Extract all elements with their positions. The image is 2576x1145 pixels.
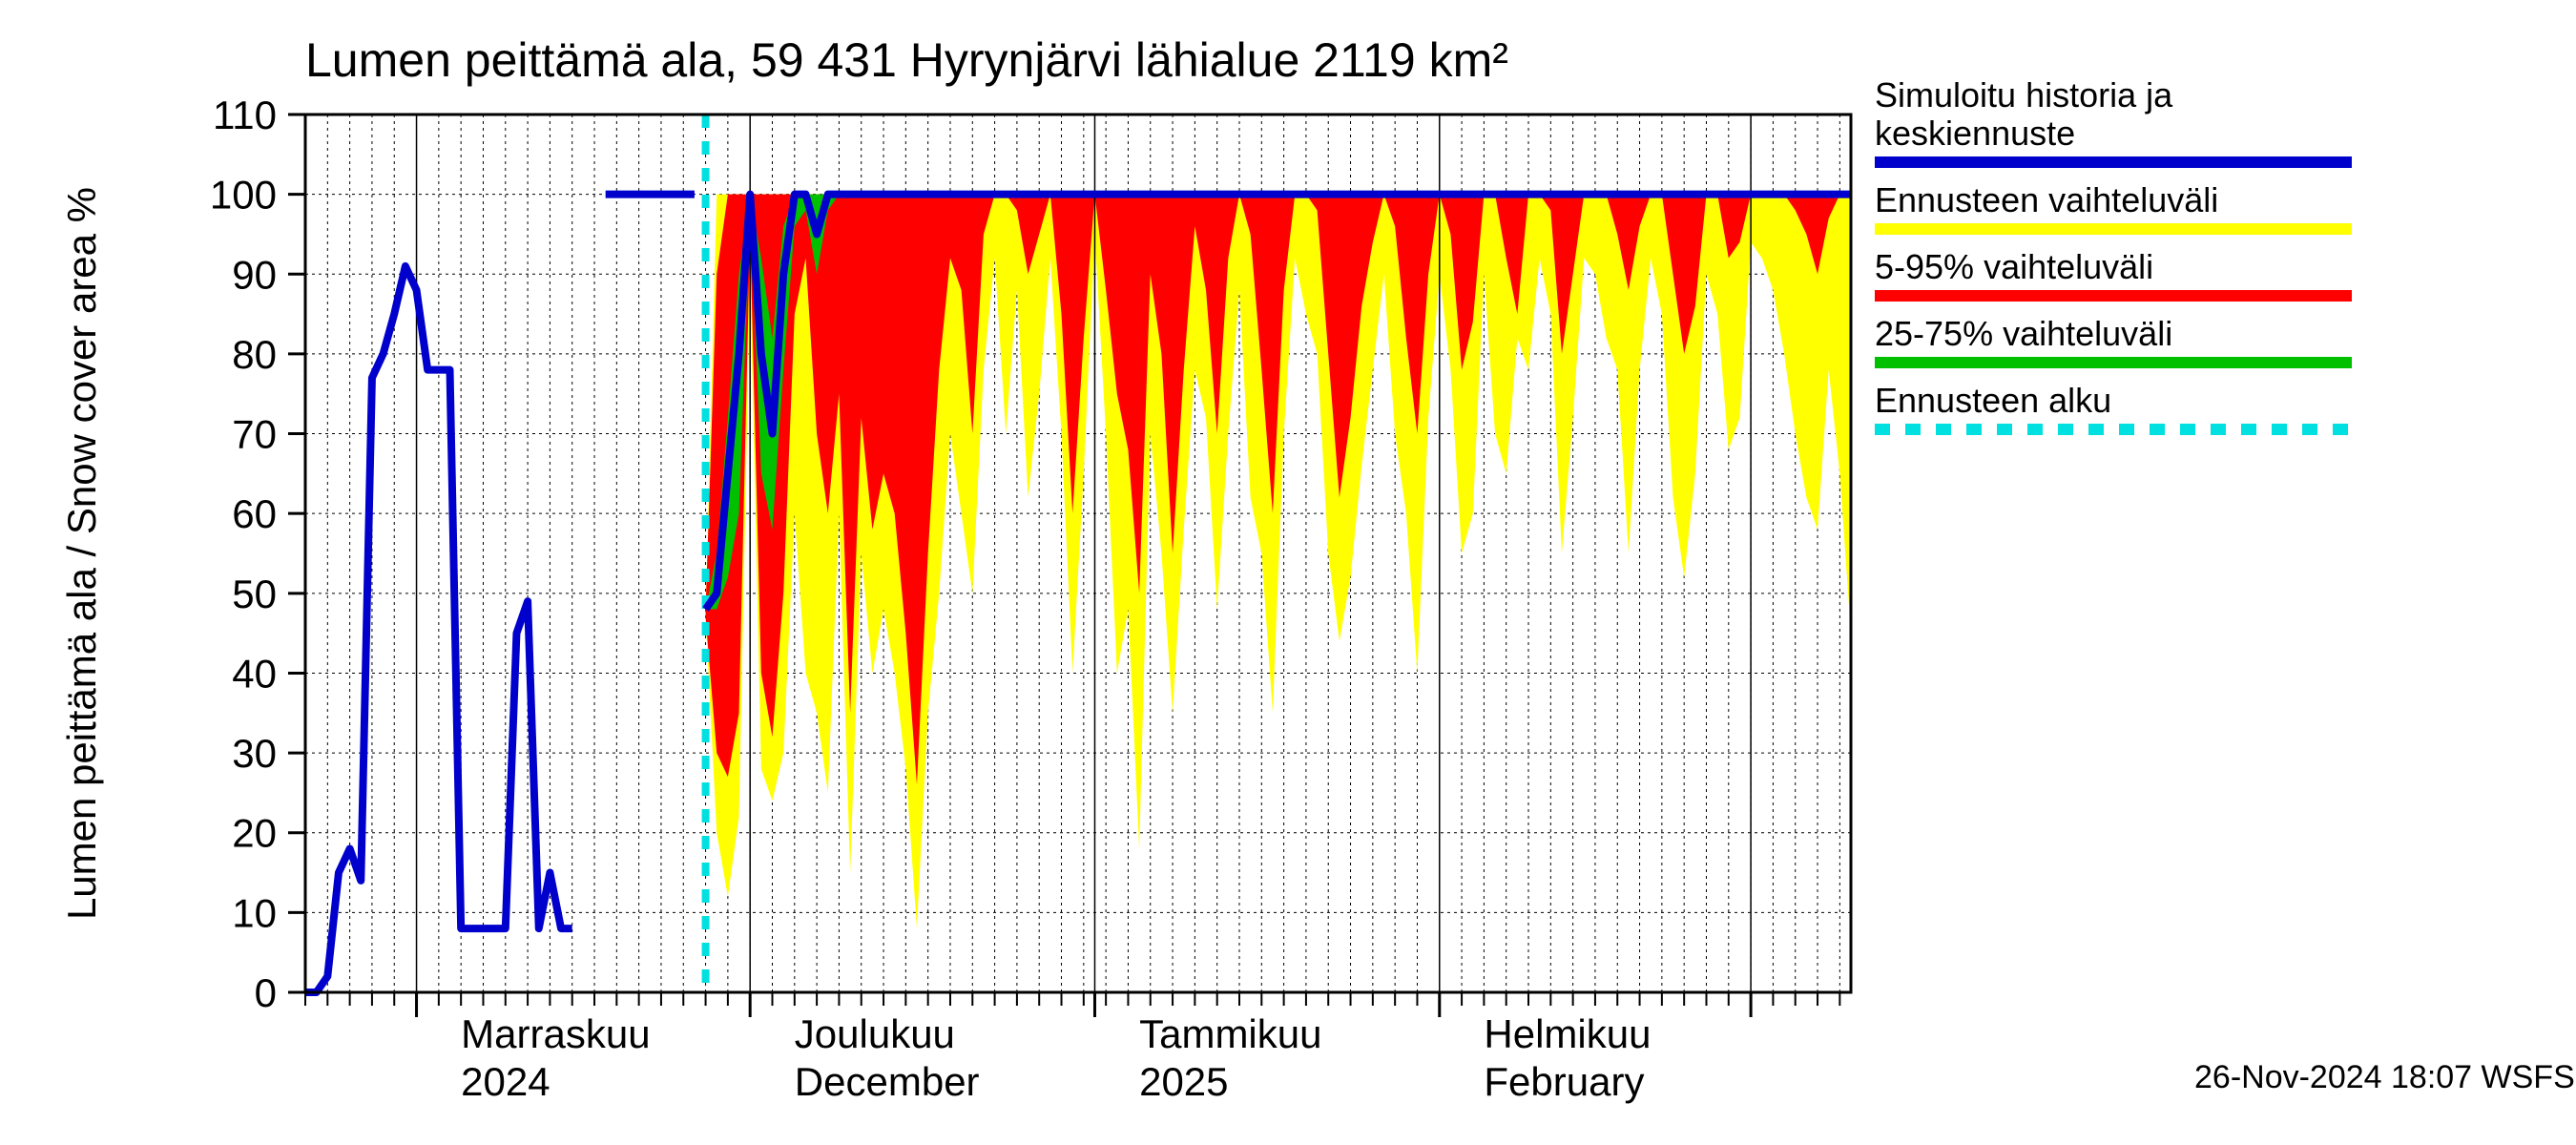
y-tick-label: 40 <box>232 651 277 696</box>
x-month-sublabel: 2025 <box>1139 1059 1228 1104</box>
y-tick-label: 60 <box>232 491 277 536</box>
x-month-label: Helmikuu <box>1484 1011 1651 1056</box>
x-month-label: Tammikuu <box>1139 1011 1321 1056</box>
x-month-sublabel: 2024 <box>461 1059 550 1104</box>
x-month-sublabel: December <box>795 1059 980 1104</box>
snow-cover-chart: 0 10 20 30 40 50 60 70 80 90 100 110 Marraskuu2024 Jo… <box>0 0 2576 1145</box>
legend-label: 5-95% vaihteluväli <box>1875 247 2153 286</box>
y-tick-label: 80 <box>232 332 277 377</box>
y-tick-label: 50 <box>232 572 277 616</box>
legend-label: Simuloitu historia ja <box>1875 75 2173 114</box>
footer-timestamp: 26-Nov-2024 18:07 WSFS-O <box>2194 1059 2576 1095</box>
y-tick-label: 70 <box>232 412 277 457</box>
y-tick-label: 10 <box>232 890 277 935</box>
chart-title: Lumen peittämä ala, 59 431 Hyrynjärvi lä… <box>305 33 1508 87</box>
chart-container: 0 10 20 30 40 50 60 70 80 90 100 110 Marraskuu2024 Jo… <box>0 0 2576 1145</box>
x-month-label: Marraskuu <box>461 1011 650 1056</box>
legend-label: keskiennuste <box>1875 114 2075 153</box>
y-tick-label: 0 <box>255 970 277 1015</box>
y-axis-label: Lumen peittämä ala / Snow cover area % <box>59 187 104 920</box>
chart-bg <box>0 0 2576 1145</box>
y-tick-label: 20 <box>232 811 277 856</box>
y-tick-label: 110 <box>213 93 277 137</box>
y-tick-label: 100 <box>210 173 277 218</box>
legend-label: Ennusteen alku <box>1875 381 2111 420</box>
x-month-label: Joulukuu <box>795 1011 955 1056</box>
y-tick-label: 30 <box>232 731 277 776</box>
legend-label: 25-75% vaihteluväli <box>1875 314 2172 353</box>
legend-label: Ennusteen vaihteluväli <box>1875 180 2218 219</box>
y-tick-label: 90 <box>232 252 277 297</box>
x-month-sublabel: February <box>1484 1059 1644 1104</box>
